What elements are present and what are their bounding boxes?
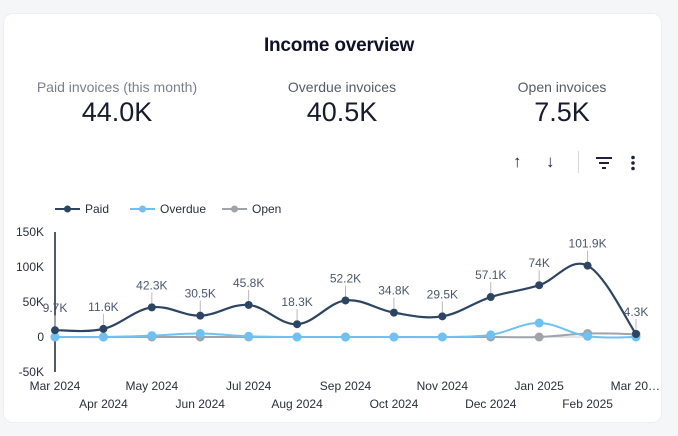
- kpi-overdue-label: Overdue invoices: [287, 79, 397, 95]
- income-overview-card: [3, 13, 662, 423]
- sort-ascending-button[interactable]: ↑: [513, 152, 522, 172]
- kpi-paid-label: Paid invoices (this month): [36, 79, 198, 95]
- more-options-button[interactable]: [630, 155, 636, 176]
- kpi-open-value: 7.5K: [534, 97, 590, 127]
- filter-button[interactable]: [595, 155, 613, 175]
- kpi-overdue: Overdue invoices 40.5K: [242, 79, 442, 128]
- arrow-down-icon: ↓: [546, 152, 555, 171]
- filter-icon: [596, 157, 612, 169]
- more-vertical-icon: [631, 155, 635, 171]
- kpi-paid-value: 44.0K: [81, 97, 153, 127]
- kpi-paid: Paid invoices (this month) 44.0K: [17, 79, 217, 128]
- toolbar-divider: [578, 151, 579, 173]
- kpi-open-label: Open invoices: [517, 79, 607, 95]
- kpi-overdue-value: 40.5K: [306, 97, 378, 127]
- arrow-up-icon: ↑: [513, 152, 522, 171]
- kpi-open: Open invoices 7.5K: [462, 79, 662, 128]
- sort-descending-button[interactable]: ↓: [546, 152, 555, 172]
- page-title: Income overview: [263, 35, 415, 56]
